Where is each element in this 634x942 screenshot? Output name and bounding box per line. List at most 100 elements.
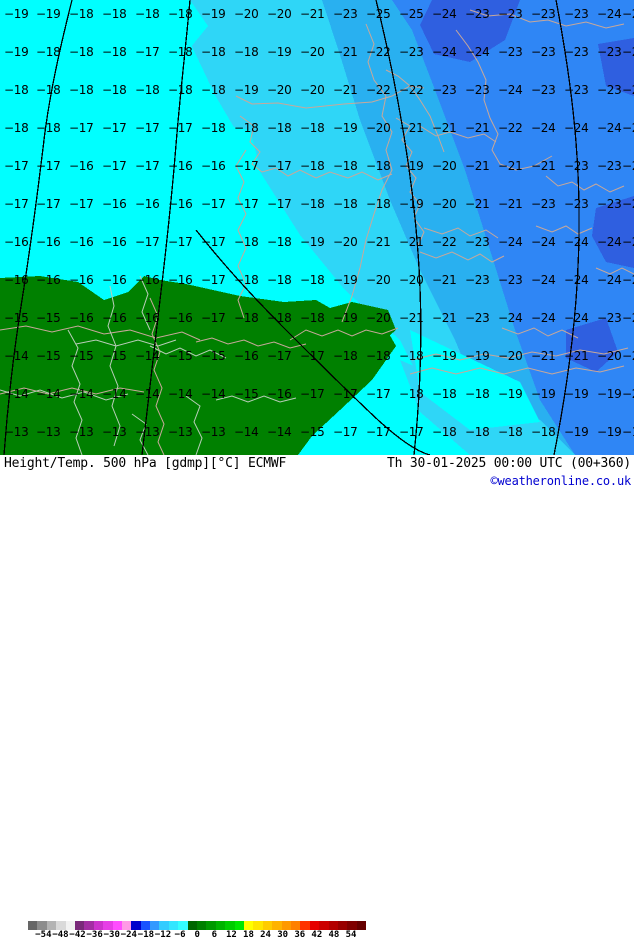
temperature-value: −24 bbox=[622, 121, 634, 135]
temperature-value: −23 bbox=[597, 83, 622, 97]
temperature-value: −20 bbox=[399, 273, 424, 287]
temperature-value: −21 bbox=[465, 121, 490, 135]
temperature-value: −18 bbox=[267, 273, 292, 287]
scale-tick-label: 0 bbox=[194, 930, 200, 940]
copyright-link[interactable]: ©weatheronline.co.uk bbox=[490, 474, 632, 488]
temperature-value: −17 bbox=[300, 349, 325, 363]
temperature-value: −24 bbox=[432, 7, 457, 21]
temperature-value: −14 bbox=[201, 387, 226, 401]
color-swatch bbox=[243, 921, 254, 930]
temperature-value: −23 bbox=[432, 83, 457, 97]
temperature-value: −19 bbox=[597, 425, 622, 439]
temperature-value: −17 bbox=[399, 425, 424, 439]
temperature-value: −19 bbox=[432, 349, 457, 363]
temperature-value: −21 bbox=[399, 121, 424, 135]
temperature-value: −19 bbox=[531, 387, 556, 401]
temperature-value: −18 bbox=[69, 83, 94, 97]
temperature-value: −18 bbox=[102, 7, 127, 21]
patch-cyan-f bbox=[410, 330, 540, 430]
scale-tick-label: −42 bbox=[69, 930, 86, 940]
temperature-value: −23 bbox=[531, 45, 556, 59]
temperature-value: −16 bbox=[102, 311, 127, 325]
temperature-value: −16 bbox=[102, 197, 127, 211]
temperature-value: −20 bbox=[267, 7, 292, 21]
temperature-value: −20 bbox=[498, 349, 523, 363]
temperature-value: −17 bbox=[69, 197, 94, 211]
temperature-value: −21 bbox=[366, 235, 391, 249]
temperature-value: −16 bbox=[234, 349, 259, 363]
border-layer bbox=[0, 275, 297, 455]
temperature-value: −23 bbox=[597, 45, 622, 59]
temperature-value: −17 bbox=[102, 159, 127, 173]
temperature-value: −22 bbox=[498, 121, 523, 135]
temperature-value: −23 bbox=[597, 159, 622, 173]
temperature-value: −18 bbox=[234, 45, 259, 59]
temperature-value: −23 bbox=[399, 45, 424, 59]
temperature-value: −13 bbox=[69, 425, 94, 439]
temperature-value: −24 bbox=[622, 235, 634, 249]
temperature-value: −15 bbox=[69, 349, 94, 363]
temperature-value: −14 bbox=[102, 387, 127, 401]
color-swatch bbox=[215, 921, 226, 930]
temperature-value: −19 bbox=[498, 387, 523, 401]
temperature-value: −18 bbox=[234, 121, 259, 135]
coastline-layer bbox=[0, 9, 634, 455]
contour-line-5 bbox=[195, 229, 431, 455]
temperature-value: −23 bbox=[465, 83, 490, 97]
temperature-value: −18 bbox=[366, 349, 391, 363]
color-swatch bbox=[65, 921, 75, 930]
temperature-value: −18 bbox=[36, 45, 61, 59]
temperature-value: −18 bbox=[234, 311, 259, 325]
temperature-value: −21 bbox=[300, 7, 325, 21]
temperature-value: −18 bbox=[234, 235, 259, 249]
temperature-value: −23 bbox=[564, 159, 589, 173]
temperature-value: −23 bbox=[531, 83, 556, 97]
temperature-value: −22 bbox=[399, 83, 424, 97]
temperature-value: −19 bbox=[267, 45, 292, 59]
temperature-value: −18 bbox=[234, 273, 259, 287]
temperature-value: −21 bbox=[531, 159, 556, 173]
temperature-value: −17 bbox=[366, 387, 391, 401]
temperature-value: −15 bbox=[36, 349, 61, 363]
color-swatch bbox=[140, 921, 151, 930]
temperature-value: −17 bbox=[267, 197, 292, 211]
temperature-value: −24 bbox=[564, 121, 589, 135]
temperature-value: −21 bbox=[465, 197, 490, 211]
temperature-value: −24 bbox=[498, 83, 523, 97]
temperature-value: −15 bbox=[36, 311, 61, 325]
temperature-value: −18 bbox=[36, 121, 61, 135]
temperature-value: −18 bbox=[69, 45, 94, 59]
temperature-value: −14 bbox=[4, 387, 29, 401]
temperature-value: −21 bbox=[432, 273, 457, 287]
temperature-value: −16 bbox=[4, 235, 29, 249]
scale-tick-label: 54 bbox=[345, 930, 357, 940]
temperature-value: −14 bbox=[234, 425, 259, 439]
temperature-value: −13 bbox=[135, 425, 160, 439]
temperature-value: −18 bbox=[300, 197, 325, 211]
temperature-value: −24 bbox=[622, 197, 634, 211]
chart-title: Height/Temp. 500 hPa [gdmp][°C] ECMWF bbox=[4, 456, 287, 471]
temperature-value: −22 bbox=[366, 45, 391, 59]
temperature-value: −16 bbox=[69, 235, 94, 249]
scale-tick-label: 42 bbox=[311, 930, 323, 940]
temperature-value: −18 bbox=[531, 425, 556, 439]
temperature-value: −16 bbox=[36, 235, 61, 249]
temperature-value: −23 bbox=[465, 273, 490, 287]
weather-map[interactable]: −19 −19 −18 −18 −18 −18 −19 −20 −20 −21 −23 −25 −25−… bbox=[0, 0, 634, 455]
temperature-value: −17 bbox=[201, 311, 226, 325]
temperature-value: −16 bbox=[201, 159, 226, 173]
temperature-value: −21 bbox=[432, 311, 457, 325]
temperature-value: −20 bbox=[234, 7, 259, 21]
temperature-value: −18 bbox=[267, 235, 292, 249]
temperature-value: −18 bbox=[201, 45, 226, 59]
temperature-value: −24 bbox=[622, 45, 634, 59]
color-swatch bbox=[103, 921, 113, 930]
color-swatch bbox=[131, 921, 141, 930]
temperature-value: −18 bbox=[168, 7, 193, 21]
temperature-value: −17 bbox=[234, 159, 259, 173]
temperature-value: −24 bbox=[597, 7, 622, 21]
temperature-value: −17 bbox=[135, 159, 160, 173]
color-swatch bbox=[187, 921, 198, 930]
temperature-value: −18 bbox=[168, 45, 193, 59]
temperature-value: −19 bbox=[333, 121, 358, 135]
